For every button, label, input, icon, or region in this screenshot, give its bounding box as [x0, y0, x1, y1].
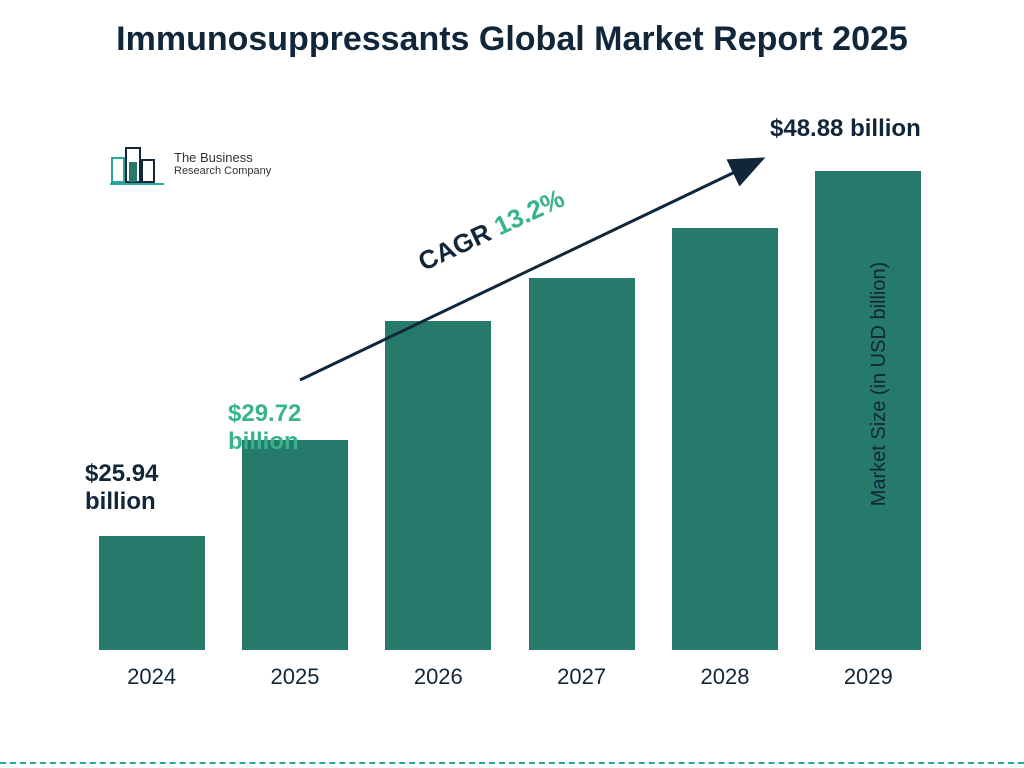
x-axis-label: 2028	[665, 664, 785, 690]
value-label: $29.72 billion	[228, 400, 368, 455]
bar-slot	[665, 228, 785, 650]
y-axis-label: Market Size (in USD billion)	[868, 262, 891, 507]
bottom-dashed-line	[0, 762, 1024, 764]
bar-slot	[522, 278, 642, 650]
bar	[99, 536, 205, 650]
bar	[672, 228, 778, 650]
bar-slot	[92, 536, 212, 650]
chart-title: Immunosuppressants Global Market Report …	[0, 18, 1024, 61]
x-axis-label: 2025	[235, 664, 355, 690]
x-axis-label: 2027	[522, 664, 642, 690]
bar-slot	[378, 321, 498, 650]
bar	[242, 440, 348, 650]
bar	[385, 321, 491, 650]
bar-slot	[235, 440, 355, 650]
x-axis-labels: 2024 2025 2026 2027 2028 2029	[80, 664, 940, 690]
bar	[529, 278, 635, 650]
value-label: $48.88 billion	[770, 115, 990, 143]
x-axis-label: 2029	[808, 664, 928, 690]
x-axis-label: 2024	[92, 664, 212, 690]
value-label: $25.94 billion	[85, 460, 225, 515]
x-axis-label: 2026	[378, 664, 498, 690]
